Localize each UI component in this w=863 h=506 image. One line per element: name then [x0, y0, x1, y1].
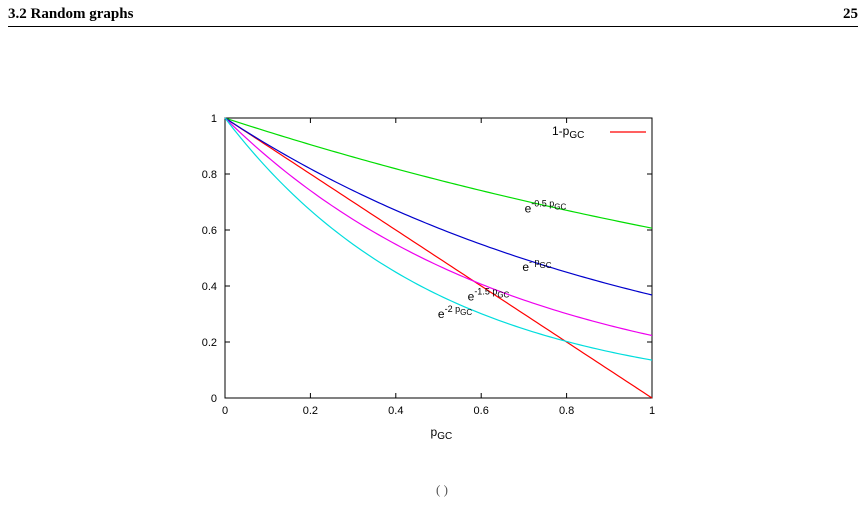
- section-title: 3.2 Random graphs: [8, 6, 134, 22]
- x-tick-label: 0: [222, 405, 228, 417]
- curve-label-2: e- pGC: [522, 257, 551, 274]
- y-tick-label: 0: [211, 393, 217, 405]
- series-line-2: [224, 117, 653, 229]
- page-header: 3.2 Random graphs 25: [8, 6, 858, 27]
- series-line-3: [224, 117, 653, 296]
- series-line-1: [224, 117, 653, 399]
- plot-frame: [224, 117, 653, 399]
- x-tick-label: 0.4: [388, 405, 403, 417]
- legend-label: 1-pGC: [552, 124, 584, 141]
- series-line-4: [224, 117, 653, 337]
- footer-fragment: ( ): [436, 482, 448, 497]
- x-axis-label: pGC: [431, 425, 453, 442]
- series-line-5: [224, 117, 653, 361]
- page-number: 25: [843, 6, 858, 22]
- curve-label-3: e-1.5 pGC: [468, 287, 510, 304]
- y-tick-label: 0.6: [202, 225, 217, 237]
- y-tick-label: 0.4: [202, 281, 217, 293]
- x-tick-label: 0.6: [474, 405, 489, 417]
- x-tick-label: 0.8: [559, 405, 574, 417]
- y-tick-label: 0.8: [202, 169, 217, 181]
- x-tick-label: 0.2: [303, 405, 318, 417]
- x-tick-label: 1: [649, 405, 655, 417]
- curve-label-4: e-2 pGC: [438, 304, 472, 321]
- y-tick-label: 1: [211, 113, 217, 125]
- y-tick-label: 0.2: [202, 337, 217, 349]
- curve-label-1: e-0.5 pGC: [525, 198, 567, 215]
